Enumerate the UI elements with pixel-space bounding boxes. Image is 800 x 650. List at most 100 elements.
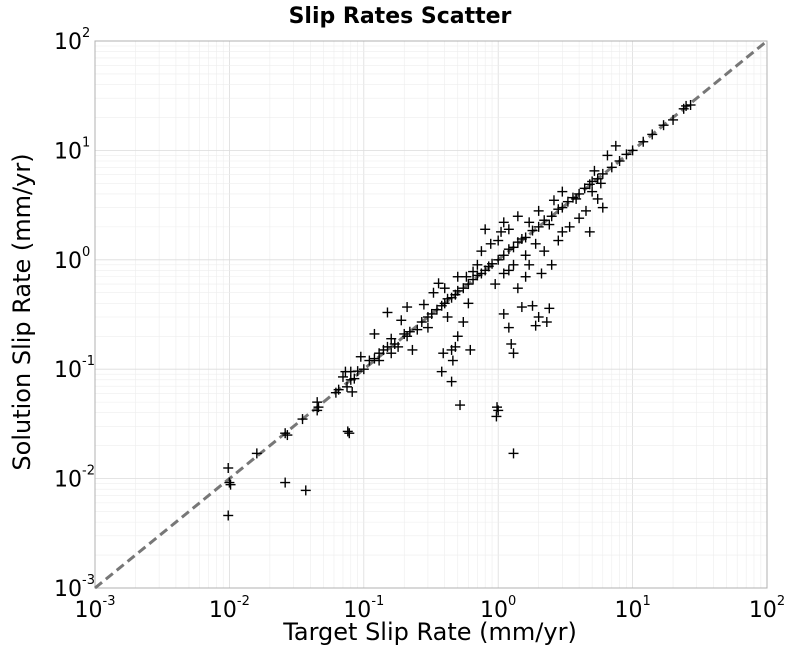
x-axis-label: Target Slip Rate (mm/yr) [282, 618, 577, 646]
data-point [606, 162, 617, 173]
data-point [412, 324, 423, 335]
data-point [485, 238, 496, 249]
data-point [402, 302, 413, 313]
x-axis-ticks: 10-3 10-2 10-1 100 101 102 [75, 594, 786, 623]
one-to-one-reference-line [94, 39, 768, 590]
data-point [422, 322, 433, 333]
data-point [530, 238, 541, 249]
data-point [358, 364, 369, 375]
data-points [223, 100, 696, 521]
data-point [589, 165, 600, 176]
data-point [452, 271, 463, 282]
data-point [668, 114, 679, 125]
data-point [541, 317, 552, 328]
data-point [364, 355, 375, 366]
data-point [533, 205, 544, 216]
data-point [557, 202, 568, 213]
data-point [355, 351, 366, 362]
data-point [564, 221, 575, 232]
data-point [347, 386, 358, 397]
data-point [508, 448, 519, 459]
data-point [498, 217, 509, 228]
data-point [574, 188, 585, 199]
data-point [476, 246, 487, 257]
data-point [498, 268, 509, 279]
data-point [223, 510, 234, 521]
data-point [524, 217, 535, 228]
data-point [465, 344, 476, 355]
data-point [490, 279, 501, 290]
data-point [562, 196, 573, 207]
data-point [544, 219, 555, 230]
data-point [520, 232, 531, 243]
data-point [503, 224, 514, 235]
data-point [447, 355, 458, 366]
data-point [493, 254, 504, 265]
data-point [280, 428, 291, 439]
data-point [426, 308, 437, 319]
y-tick-label: 10-3 [54, 573, 95, 602]
x-tick-label: 100 [480, 594, 516, 623]
data-point [498, 308, 509, 319]
x-tick-label: 10-2 [209, 594, 250, 623]
data-point [610, 140, 621, 151]
data-point [647, 129, 658, 140]
data-point [345, 366, 356, 377]
data-point [468, 266, 479, 277]
data-point [503, 265, 514, 276]
data-point [579, 183, 590, 194]
data-point [587, 176, 598, 187]
y-tick-label: 102 [54, 26, 90, 55]
data-point [685, 100, 696, 111]
data-point [557, 186, 568, 197]
data-point [223, 462, 234, 473]
data-point [458, 283, 469, 294]
data-point [313, 402, 324, 413]
data-point [530, 320, 541, 331]
data-point [386, 333, 397, 344]
data-point [553, 235, 564, 246]
data-point [369, 353, 380, 364]
data-point [342, 381, 353, 392]
data-point [382, 307, 393, 318]
data-point [487, 258, 498, 269]
data-point [333, 384, 344, 395]
data-point [520, 271, 531, 282]
data-point [404, 326, 415, 337]
data-point [446, 376, 457, 387]
y-tick-label: 100 [54, 245, 90, 274]
data-point [396, 315, 407, 326]
data-point [393, 341, 404, 352]
data-point [224, 477, 235, 488]
data-point [536, 268, 547, 279]
data-point [527, 300, 538, 311]
data-point [539, 215, 550, 226]
data-point [508, 242, 519, 253]
plot-grid [94, 41, 767, 589]
plot-frame [94, 40, 768, 589]
data-point [498, 250, 509, 261]
data-point [533, 221, 544, 232]
data-point [344, 428, 355, 439]
y-tick-label: 10-2 [54, 464, 95, 493]
data-point [342, 426, 353, 437]
data-point [544, 303, 555, 314]
data-point [571, 193, 582, 204]
data-point [458, 317, 469, 328]
data-point [442, 312, 453, 323]
data-point [418, 299, 429, 310]
data-point [580, 205, 591, 216]
y-axis-label: Solution Slip Rate (mm/yr) [8, 153, 36, 470]
data-point [524, 259, 535, 270]
data-point [337, 371, 348, 382]
data-point [614, 156, 625, 167]
data-point [452, 285, 463, 296]
x-tick-label: 10-3 [75, 594, 116, 623]
data-point [280, 477, 291, 488]
data-point [546, 211, 557, 222]
x-tick-label: 10-1 [343, 594, 384, 623]
data-point [349, 373, 360, 384]
data-point [455, 400, 466, 411]
data-point [433, 278, 444, 289]
